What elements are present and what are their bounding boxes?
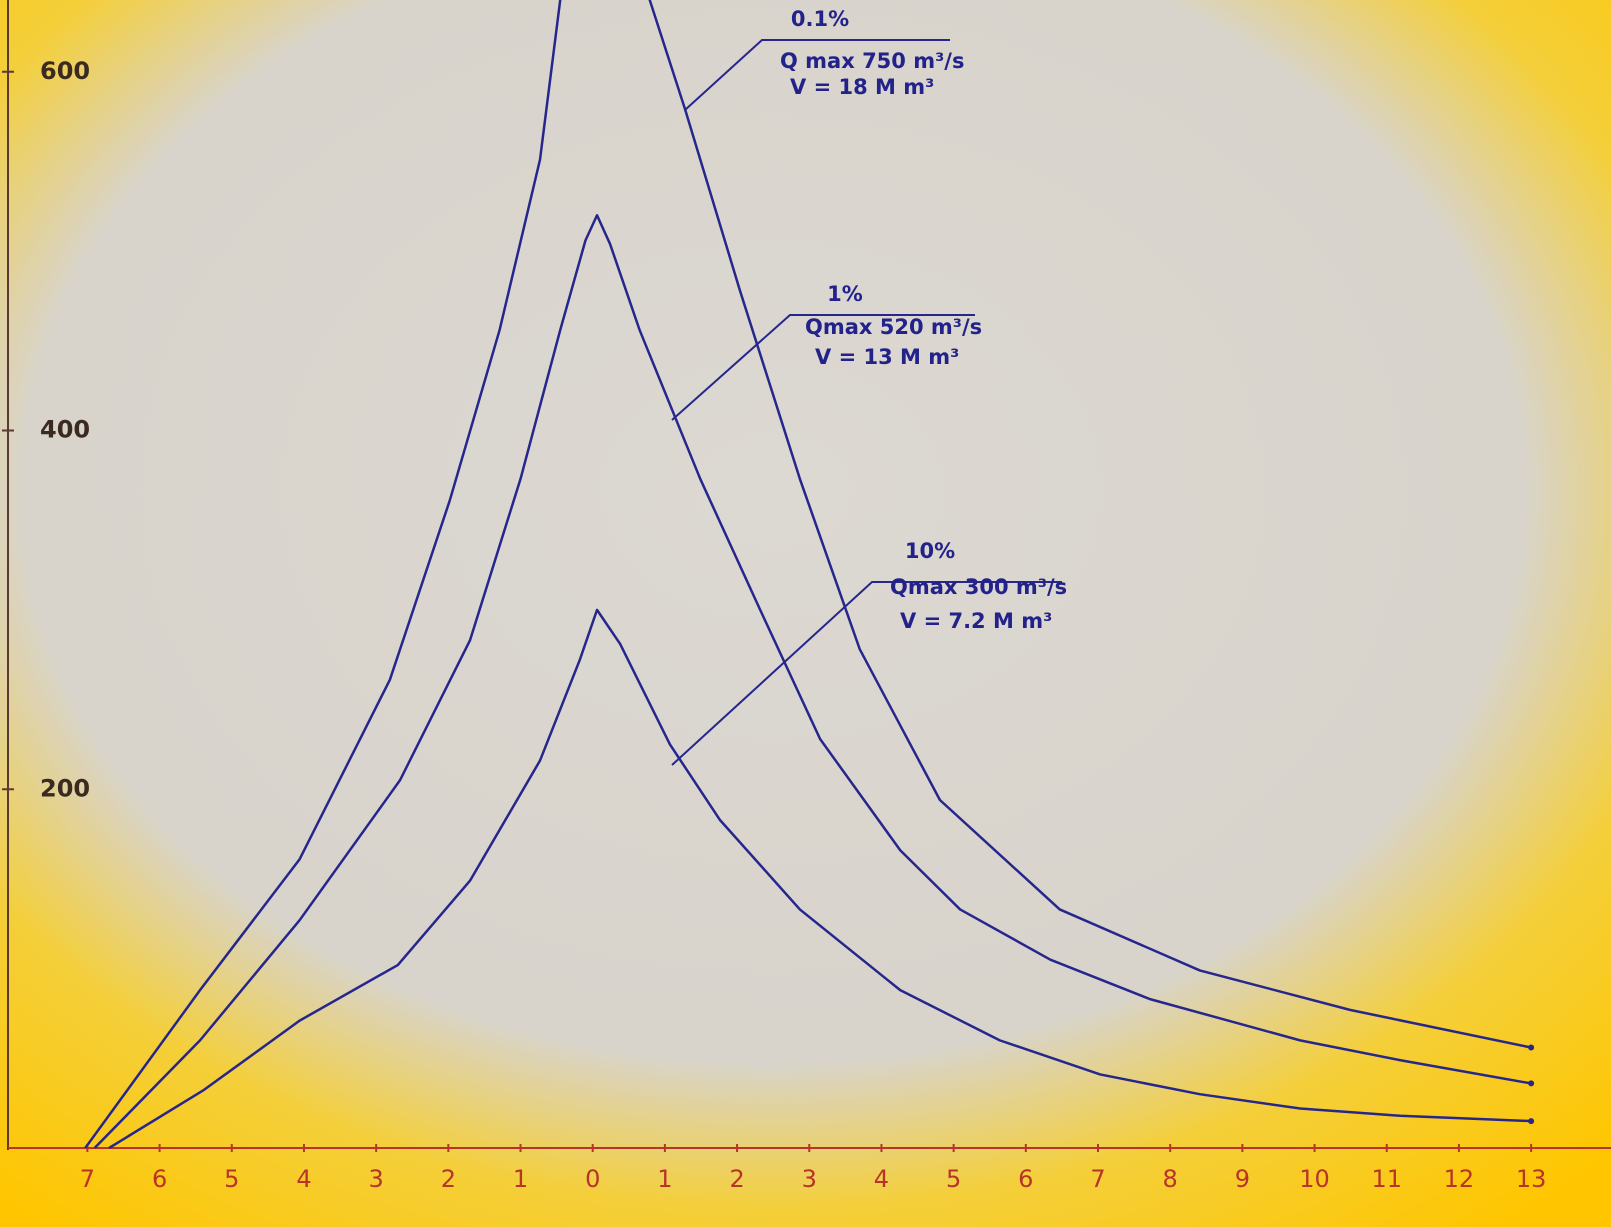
legend-label: 0.1%	[791, 7, 849, 31]
x-tick-label: 5	[224, 1165, 239, 1193]
x-tick-label: 6	[152, 1165, 167, 1193]
end-point	[1528, 1118, 1534, 1124]
y-tick-label: 400	[40, 416, 90, 444]
x-tick-label: 2	[441, 1165, 456, 1193]
x-tick-label: 6	[1018, 1165, 1033, 1193]
x-tick-label: 7	[1090, 1165, 1105, 1193]
x-tick-label: 1	[513, 1165, 528, 1193]
y-tick-label: 600	[40, 57, 90, 85]
end-point	[1528, 1045, 1534, 1051]
x-tick-label: 9	[1235, 1165, 1250, 1193]
annotation: V = 7.2 M m³	[900, 609, 1052, 633]
x-tick-label: 1	[657, 1165, 672, 1193]
annotation: V = 18 M m³	[790, 75, 934, 99]
x-tick-label: 3	[369, 1165, 384, 1193]
x-tick-label: 7	[80, 1165, 95, 1193]
annotation: Qmax 300 m³/s	[890, 575, 1067, 599]
x-tick-label: 0	[585, 1165, 600, 1193]
x-tick-label: 8	[1163, 1165, 1178, 1193]
x-tick-label: 4	[296, 1165, 311, 1193]
x-tick-label: 2	[729, 1165, 744, 1193]
x-tick-label: 10	[1299, 1165, 1330, 1193]
annotation: V = 13 M m³	[815, 345, 959, 369]
x-tick-label: 4	[874, 1165, 889, 1193]
x-tick-label: 3	[802, 1165, 817, 1193]
x-tick-label: 12	[1444, 1165, 1475, 1193]
x-tick-label: 11	[1371, 1165, 1402, 1193]
legend-label: 1%	[827, 282, 863, 306]
annotation: Qmax 520 m³/s	[805, 315, 982, 339]
annotation: Q max 750 m³/s	[780, 49, 964, 73]
x-tick-label: 5	[946, 1165, 961, 1193]
y-tick-label: 200	[40, 774, 90, 802]
end-point	[1528, 1080, 1534, 1086]
x-tick-label: 13	[1516, 1165, 1547, 1193]
background	[0, 0, 1611, 1227]
legend-label: 10%	[905, 539, 955, 563]
chart: 20040060076543210123456789101112130.1%Q …	[0, 0, 1611, 1227]
